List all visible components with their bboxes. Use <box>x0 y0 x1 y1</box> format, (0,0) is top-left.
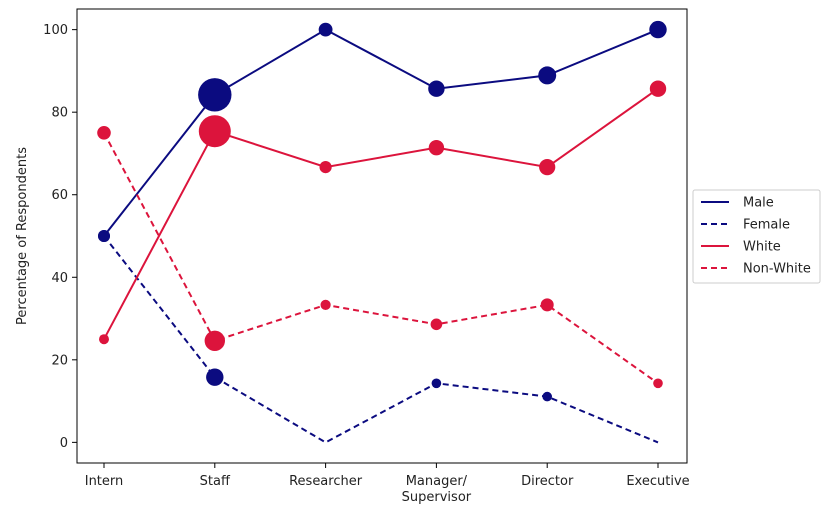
legend-label: Non-White <box>743 262 811 277</box>
series-line <box>103 87 659 340</box>
data-point <box>319 161 332 174</box>
data-point <box>542 391 552 402</box>
data-point <box>539 159 556 176</box>
legend-label: Male <box>743 196 774 211</box>
legend-item: White <box>701 240 781 255</box>
legend-item: Female <box>701 218 790 233</box>
series-0 <box>98 20 667 242</box>
x-tick-label: Staff <box>200 474 231 489</box>
x-tick-label: Director <box>521 474 574 489</box>
data-point <box>649 20 667 39</box>
y-tick-label: 60 <box>51 188 68 203</box>
legend: Male Female White Non-White <box>692 189 821 284</box>
series-1 <box>98 230 659 444</box>
x-tick-label: Researcher <box>289 474 363 489</box>
series-3 <box>97 126 663 389</box>
y-tick-label: 0 <box>60 436 68 451</box>
data-point <box>198 78 232 112</box>
y-axis-label: Percentage of Respondents <box>15 147 30 325</box>
data-point <box>204 330 225 351</box>
series-line <box>103 235 659 444</box>
legend-label: White <box>743 240 781 255</box>
y-tick-label: 100 <box>43 23 68 38</box>
series-layer <box>97 20 667 444</box>
x-tick-label: Executive <box>626 474 689 489</box>
x-tick-label: Manager/Supervisor <box>402 474 472 505</box>
data-point <box>538 66 557 85</box>
data-point <box>98 230 110 242</box>
data-point <box>428 80 445 97</box>
data-point <box>99 334 109 345</box>
data-point <box>320 299 331 310</box>
data-point <box>431 378 442 389</box>
data-point <box>649 80 667 97</box>
legend-label: Female <box>743 218 790 233</box>
y-tick-label: 80 <box>51 106 68 121</box>
data-point <box>318 22 333 37</box>
y-axis: 0 20 40 60 80 100 <box>43 23 77 451</box>
y-tick-label: 20 <box>51 353 68 368</box>
plot-frame <box>76 8 688 464</box>
data-point <box>97 126 111 140</box>
data-point <box>428 140 445 156</box>
data-point <box>206 368 224 386</box>
data-point <box>430 318 443 331</box>
legend-frame <box>692 189 821 284</box>
legend-item: Non-White <box>701 262 811 277</box>
x-axis: Intern Staff Researcher Manager/Supervisor D… <box>85 463 690 505</box>
x-tick-label: Intern <box>85 474 124 489</box>
series-line <box>103 132 659 385</box>
y-tick-label: 40 <box>51 271 68 286</box>
data-point <box>653 378 663 389</box>
data-point <box>198 115 231 148</box>
series-2 <box>99 80 667 345</box>
series-line <box>103 28 659 237</box>
legend-item: Male <box>701 196 774 211</box>
data-point <box>540 298 554 312</box>
